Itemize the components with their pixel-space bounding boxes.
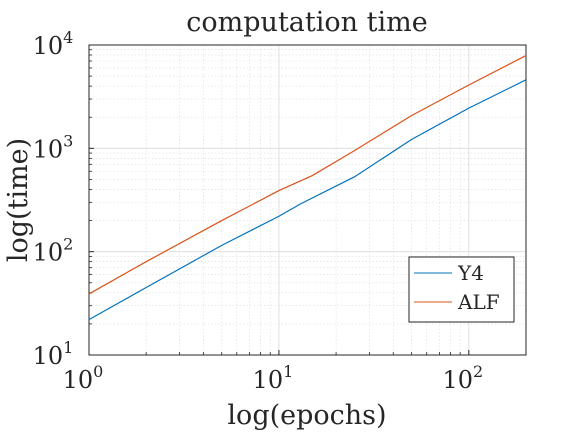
chart-title: computation time bbox=[186, 7, 427, 38]
x-axis-label: log(epochs) bbox=[227, 400, 386, 431]
series-line-alf bbox=[88, 55, 527, 295]
series-lines bbox=[88, 55, 527, 321]
x-tick-label: 102 bbox=[442, 362, 483, 394]
y-tick-label: 102 bbox=[33, 235, 74, 267]
legend-label-y4: Y4 bbox=[457, 261, 484, 285]
series-line-y4 bbox=[88, 79, 527, 321]
x-tick-label: 100 bbox=[63, 362, 104, 394]
y-tick-label: 104 bbox=[33, 28, 74, 60]
x-tick-label: 101 bbox=[253, 362, 294, 394]
legend-label-alf: ALF bbox=[457, 290, 500, 314]
y-axis-label: log(time) bbox=[3, 138, 34, 262]
plot-frame bbox=[88, 44, 527, 356]
grid bbox=[89, 45, 527, 355]
legend: Y4 ALF bbox=[408, 256, 515, 323]
legend-box bbox=[408, 256, 515, 323]
y-tick-label: 103 bbox=[33, 131, 74, 163]
